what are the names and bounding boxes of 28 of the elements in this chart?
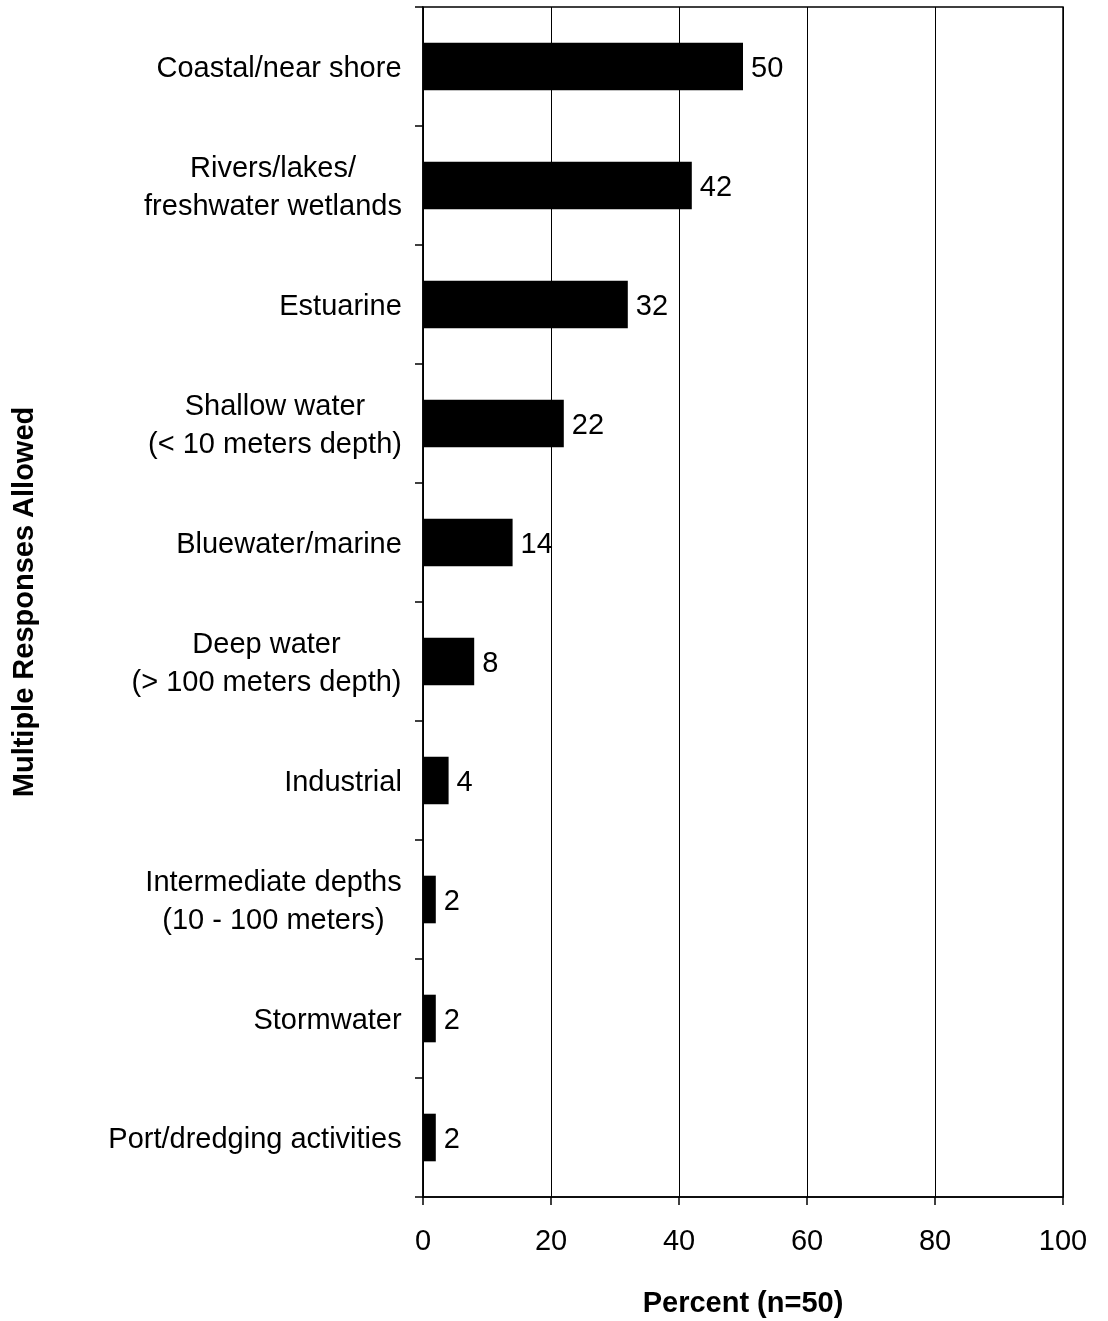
y-tick-label: Industrial <box>284 764 402 797</box>
y-tick-label: Deep water (> 100 meters depth) <box>131 626 402 697</box>
y-tick-label: Stormwater <box>253 1002 402 1035</box>
y-axis-title: Multiple Responses Allowed <box>6 406 39 798</box>
x-tick-label: 40 <box>662 1223 696 1256</box>
data-label: 2 <box>443 1002 460 1035</box>
y-tick-label: Coastal/near shore <box>156 50 402 83</box>
data-label: 32 <box>635 288 669 321</box>
data-label: 2 <box>443 883 460 916</box>
data-label: 8 <box>482 645 499 678</box>
x-tick-label: 60 <box>790 1223 824 1256</box>
x-tick-label: 80 <box>918 1223 952 1256</box>
x-tick-label: 100 <box>1038 1223 1088 1256</box>
y-tick-label: Bluewater/marine <box>176 526 402 559</box>
y-tick-label: Estuarine <box>279 288 402 321</box>
y-tick-label: Port/dredging activities <box>108 1121 402 1154</box>
y-tick-label: Intermediate depths (10 - 100 meters) <box>145 864 402 935</box>
data-label: 50 <box>751 50 784 83</box>
data-label: 4 <box>456 764 473 797</box>
y-tick-label: Rivers/lakes/ freshwater wetlands <box>144 150 402 221</box>
x-axis-title: Percent (n=50) <box>642 1285 844 1318</box>
data-label: 14 <box>520 526 553 559</box>
data-label: 22 <box>571 407 605 440</box>
data-label: 42 <box>699 169 733 202</box>
x-tick-label: 0 <box>414 1223 432 1256</box>
x-tick-label: 20 <box>534 1223 568 1256</box>
data-label: 2 <box>443 1121 460 1154</box>
y-tick-label: Shallow water (< 10 meters depth) <box>148 388 402 459</box>
